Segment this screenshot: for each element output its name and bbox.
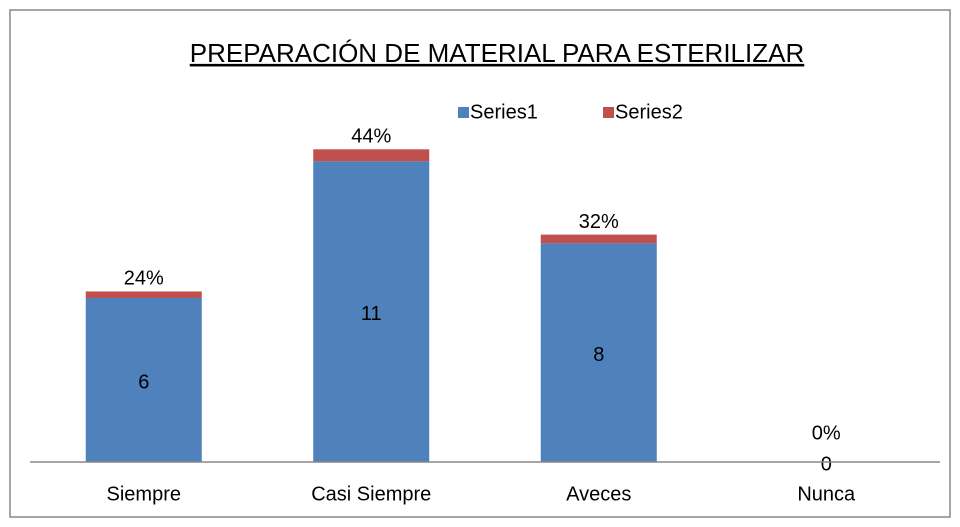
data-label: 8 [593, 344, 604, 366]
chart-title: PREPARACIÓN DE MATERIAL PARA ESTERILIZAR [190, 38, 805, 68]
legend-label: Series2 [615, 101, 683, 123]
x-tick-label: Casi Siempre [311, 483, 431, 505]
legend-swatch [458, 107, 469, 118]
data-label: 0% [812, 422, 841, 444]
data-label: 24% [124, 268, 164, 290]
bar-segment [540, 234, 657, 244]
bar-segment [313, 161, 430, 463]
bar-segment [313, 149, 430, 162]
x-tick-label: Siempre [107, 483, 181, 505]
data-label: 6 [138, 371, 149, 393]
data-label: 32% [579, 211, 619, 233]
data-label: 11 [361, 303, 382, 325]
legend-swatch [603, 107, 614, 118]
bar-segment [85, 298, 202, 462]
bar-segment [85, 291, 202, 298]
data-label: 0 [821, 453, 832, 475]
data-label: 44% [351, 126, 391, 148]
x-tick-label: Aveces [566, 483, 631, 505]
x-tick-label: Nunca [797, 483, 856, 505]
bar-segment [540, 243, 657, 462]
legend-label: Series1 [470, 101, 538, 123]
